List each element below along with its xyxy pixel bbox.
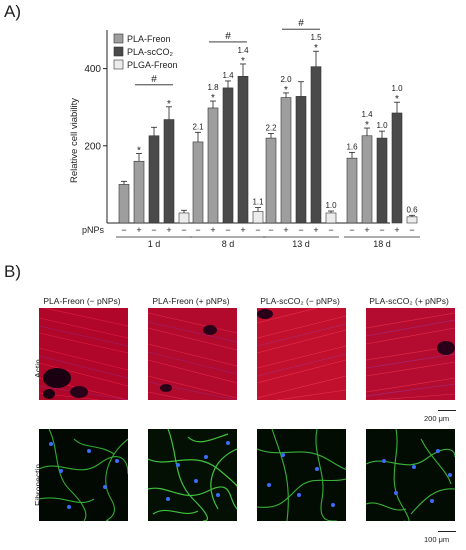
significance-hash: # [225,31,231,42]
column-title: PLA-Freon (− pNPs) [43,296,121,306]
significance-star: * [284,85,288,96]
pnps-sign: + [364,225,369,235]
fold-change-label: 2.0 [280,75,292,84]
group-label: 18 d [373,239,391,249]
bar [222,87,234,224]
actin-micrograph [257,308,346,400]
pnps-sign: − [255,225,260,235]
pnps-sign: − [268,225,273,235]
pnps-sign: − [181,225,186,235]
bar [178,212,190,224]
bar [325,212,337,224]
fold-change-label: 1.4 [237,46,249,55]
pnps-sign: − [225,225,230,235]
bar [346,157,358,224]
pnps-sign: − [195,225,200,235]
significance-star: * [167,99,171,110]
significance-hash: # [151,74,157,85]
scale-bar-label: 200 μm [424,414,450,423]
fibronectin-micrograph [257,429,346,521]
pnps-sign: − [328,225,333,235]
pnps-sign: + [136,225,141,235]
fold-change-label: 1.0 [391,84,403,93]
scale-bar [438,410,456,411]
panel-a-label: A) [4,2,21,21]
significance-star: * [241,56,245,67]
pnps-sign: + [313,225,318,235]
bar [280,97,292,224]
bar [237,76,249,224]
fold-change-label: 1.8 [207,83,219,92]
bar [163,119,175,224]
column-title: PLA-scCO₂ (+ pNPs) [369,296,449,306]
panel-b-label: B) [4,262,21,281]
fold-change-label: 1.0 [376,121,388,130]
y-tick-label: 400 [84,64,101,75]
fold-change-label: 2.1 [192,122,204,131]
pnps-sign: + [283,225,288,235]
pnps-sign: + [240,225,245,235]
actin-micrograph [366,308,455,400]
fibronectin-micrograph [39,429,128,521]
group-label: 8 d [222,239,235,249]
pnps-sign: + [166,225,171,235]
pnps-sign: − [121,225,126,235]
column-title: PLA-Freon (+ pNPs) [152,296,230,306]
scale-bar-label: 100 μm [424,535,450,544]
significance-star: * [211,93,215,104]
pnps-sign: − [379,225,384,235]
significance-star: * [137,146,141,157]
significance-star: * [314,43,318,54]
bar [361,135,373,224]
group-label: 1 d [148,239,161,249]
legend-label: PLA-Freon [127,34,171,44]
bar [406,216,418,224]
legend-label: PLGA-Freon [127,60,178,70]
actin-micrograph [39,308,128,400]
fold-change-label: 1.0 [325,201,337,210]
actin-micrograph [148,308,237,400]
bar [376,137,388,224]
bar [295,96,307,224]
bar [391,112,403,224]
bar [148,135,160,224]
legend-swatch [113,33,124,44]
pnps-sign: − [349,225,354,235]
scale-bar [438,531,456,532]
fold-change-label: 1.4 [222,71,234,80]
pnps-row-label: pNPs [82,225,105,235]
column-title: PLA-scCO₂ (− pNPs) [260,296,340,306]
fold-change-label: 0.6 [406,205,418,214]
fold-change-label: 1.4 [361,110,373,119]
pnps-sign: − [409,225,414,235]
fibronectin-micrograph [148,429,237,521]
legend-swatch [113,59,124,70]
legend-label: PLA-scCO₂ [127,47,174,57]
bar [207,107,219,224]
legend-swatch [113,46,124,57]
bar [133,160,145,224]
pnps-sign: − [151,225,156,235]
significance-hash: # [298,18,304,29]
bar [118,184,130,224]
pnps-sign: − [298,225,303,235]
bar [252,211,264,224]
fold-change-label: 2.2 [265,123,277,132]
bar [310,66,322,224]
fold-change-label: 1.6 [346,142,358,151]
significance-star: * [365,120,369,131]
fold-change-label: 1.1 [252,198,264,207]
group-label: 13 d [292,239,310,249]
fibronectin-micrograph [366,429,455,521]
pnps-sign: + [394,225,399,235]
fold-change-label: 1.5 [310,33,322,42]
bar [265,137,277,224]
y-axis-label: Relative cell viability [69,98,80,183]
significance-star: * [395,94,399,105]
bar [192,141,204,224]
y-tick-label: 200 [84,141,101,152]
pnps-sign: + [210,225,215,235]
